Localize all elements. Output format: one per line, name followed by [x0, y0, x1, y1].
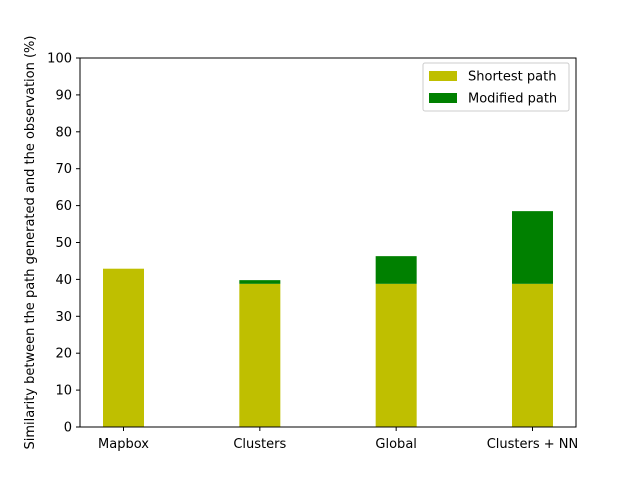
bar-modified-path-2 — [375, 256, 417, 284]
bars-layer — [103, 211, 553, 427]
y-tick-label: 60 — [55, 199, 72, 214]
y-tick-label: 80 — [55, 125, 72, 140]
bar-shortest-path-1 — [239, 283, 281, 427]
x-tick-label: Global — [375, 437, 416, 452]
y-tick-label: 50 — [55, 236, 72, 251]
x-tick-label: Clusters — [233, 437, 286, 452]
legend-swatch — [429, 71, 457, 81]
y-tick-label: 70 — [55, 162, 72, 177]
x-tick-label: Mapbox — [98, 437, 149, 452]
legend: Shortest path Modified path — [422, 62, 570, 112]
y-tick-label: 100 — [47, 52, 72, 67]
y-tick-label: 20 — [55, 347, 72, 362]
x-axis: Mapbox Clusters Global Clusters + NN — [98, 427, 578, 452]
legend-label: Shortest path — [468, 70, 556, 85]
y-tick-label: 90 — [55, 88, 72, 103]
bar-modified-path-1 — [239, 280, 281, 284]
bar-shortest-path-0 — [103, 268, 144, 427]
y-axis-label: Similarity between the path generated an… — [23, 36, 38, 450]
bar-shortest-path-3 — [512, 283, 553, 427]
bar-shortest-path-2 — [375, 283, 417, 427]
bar-modified-path-3 — [512, 211, 553, 284]
y-tick-label: 40 — [55, 273, 72, 288]
y-tick-label: 0 — [64, 421, 72, 436]
y-axis: 0 10 20 30 40 50 60 70 80 90 100 — [47, 52, 80, 436]
x-tick-label: Clusters + NN — [487, 437, 579, 452]
legend-frame — [422, 62, 570, 112]
y-tick-label: 10 — [55, 384, 72, 399]
legend-swatch — [429, 93, 457, 103]
y-tick-label: 30 — [55, 310, 72, 325]
legend-label: Modified path — [468, 92, 557, 107]
